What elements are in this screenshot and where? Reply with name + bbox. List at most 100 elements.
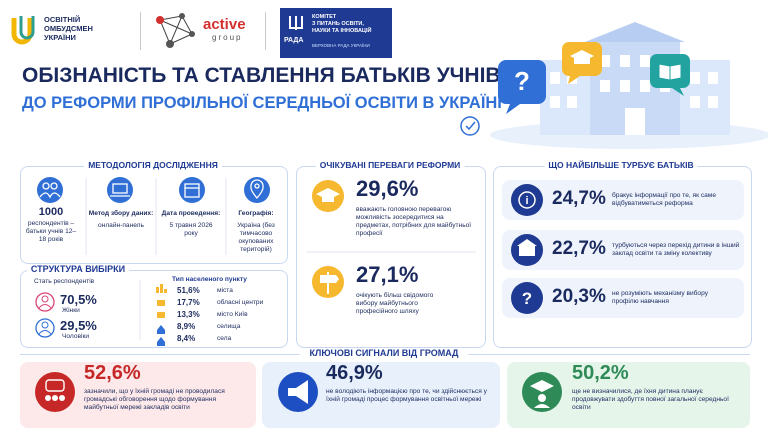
signal-text: ще не визначилися, де їхня дитина планує…	[572, 388, 729, 411]
icon-g	[156, 284, 167, 318]
icon-circle	[179, 13, 185, 19]
method-text: Україна (без тимчасово окупованих терито…	[237, 222, 275, 253]
icon-rect	[550, 96, 560, 108]
concern-text: бракує інформації про те, як саме відбув…	[612, 192, 716, 207]
icon-text: ?	[514, 66, 530, 96]
committee: КОМІТЕТ З ПИТАНЬ ОСВІТИ, НАУКИ ТА ІННОВА…	[312, 14, 371, 35]
icon-path	[289, 16, 303, 30]
icon-path	[39, 192, 61, 199]
icon-path	[11, 18, 33, 45]
icon-g	[517, 239, 537, 256]
signal-text: зазначили, що у їхній громаді не проводи…	[84, 388, 225, 411]
concern-value: 20,3%	[552, 286, 606, 307]
concern-value: 24,7%	[552, 188, 606, 209]
settlement-value: 51,6%	[177, 286, 200, 295]
settlement-value: 17,7%	[177, 298, 200, 307]
icon-g	[85, 178, 227, 255]
icon-path	[465, 121, 476, 131]
icon-circle	[52, 395, 58, 401]
icon-rect	[640, 80, 650, 92]
icon-rect	[157, 312, 165, 318]
icon-circle	[42, 182, 50, 190]
icon-g	[502, 180, 744, 318]
method-text: онлайн-панель	[98, 222, 144, 229]
gender-value: 70,5%	[60, 292, 97, 307]
settlement-value: 8,9%	[177, 322, 196, 331]
settlement-heading: Тип населеного пункту	[172, 276, 247, 283]
icon-circle	[35, 372, 75, 412]
committee-line: КОМІТЕТ	[312, 14, 337, 20]
icon-rect	[600, 80, 610, 92]
title-line: ДО РЕФОРМИ ПРОФІЛЬНОЇ СЕРЕДНЬОЇ ОСВІТИ В…	[22, 94, 502, 112]
icon-line	[159, 19, 193, 35]
section-heading: СТРУКТУРА ВИБІРКИ	[26, 264, 130, 274]
concern-icons: i ?	[502, 180, 744, 318]
icon-circle	[244, 177, 270, 203]
icon-rect	[45, 379, 65, 392]
icon-rect	[322, 197, 334, 202]
benefit-text: вважають головною перевагою можливість з…	[356, 206, 472, 237]
settlement-value: 8,4%	[177, 334, 196, 343]
rada-logo-box	[280, 8, 392, 58]
icon-rect	[519, 246, 535, 256]
icon-rect	[708, 96, 718, 108]
icon-g	[157, 325, 165, 346]
icon-rect	[574, 58, 590, 64]
rada-emblem: РАДА	[284, 37, 304, 44]
icon-rect	[620, 55, 630, 67]
concern-value: 22,7%	[552, 238, 606, 259]
method-text: 5 травня 2026 року	[169, 222, 213, 237]
icon-rect	[550, 72, 560, 84]
concern-text: не розуміють механізму вибору профілю на…	[612, 290, 708, 305]
gender-label: Жінки	[62, 307, 80, 314]
icon-circle	[45, 395, 51, 401]
icon-polygon	[517, 239, 537, 246]
illustration: ?	[460, 22, 768, 149]
logo-line: ОСВІТНІЙ	[44, 15, 81, 24]
method-text: респондентів – батьки учнів 12–18 років	[25, 220, 77, 243]
icon-rect	[156, 287, 159, 293]
icon-text: i	[525, 195, 528, 207]
logo-word: group	[212, 33, 243, 42]
icon-circle	[511, 282, 543, 314]
icon-circle	[254, 183, 260, 189]
divider	[140, 12, 141, 50]
icon-rect	[600, 55, 610, 67]
benefit-value: 27,1%	[356, 262, 419, 287]
parliament: ВЕРХОВНА РАДА УКРАЇНИ	[312, 43, 370, 48]
icon-circle	[59, 395, 65, 401]
icon-g	[39, 179, 264, 199]
method-label: Географія:	[238, 210, 274, 217]
icon-rect	[502, 278, 744, 318]
icon-circle	[156, 16, 164, 24]
icon-path	[38, 304, 52, 309]
committee-line: НАУКИ ТА ІННОВАЦІЙ	[312, 28, 372, 34]
icon-circle	[460, 116, 480, 136]
section-heading: ЩО НАЙБІЛЬШЕ ТУРБУЄ БАТЬКІВ	[544, 160, 698, 170]
concern-text: турбуються через перехід дитини в інший …	[612, 242, 740, 257]
settlement-value: 13,3%	[177, 310, 200, 319]
icon-circle	[41, 295, 49, 303]
icon-rect	[498, 60, 546, 104]
icon-rect	[690, 96, 700, 108]
icon-rect	[690, 72, 700, 84]
icon-rect	[112, 183, 128, 194]
benefit-text: очікують більш свідомого вибору майбутнь…	[356, 292, 434, 315]
icon-rect	[502, 180, 744, 220]
icon-rect	[708, 72, 718, 84]
gender-icons	[35, 280, 167, 346]
gender-heading: Стать респондентів	[34, 278, 95, 285]
icon-path	[250, 179, 264, 199]
respondent-count: 1000	[38, 206, 64, 218]
section-heading: КЛЮЧОВІ СИГНАЛИ ВІД ГРОМАД	[299, 348, 469, 358]
signal-value: 46,9%	[326, 362, 383, 384]
logo-line: ОМБУДСМЕН	[44, 24, 93, 33]
signal-text: не володіють інформацією про те, чи здій…	[326, 388, 487, 403]
method-label: Метод збору даних:	[88, 210, 154, 217]
sample-panel	[20, 270, 288, 348]
icon-circle	[166, 40, 174, 48]
icon-polygon	[157, 325, 165, 334]
icon-circle	[189, 31, 195, 37]
